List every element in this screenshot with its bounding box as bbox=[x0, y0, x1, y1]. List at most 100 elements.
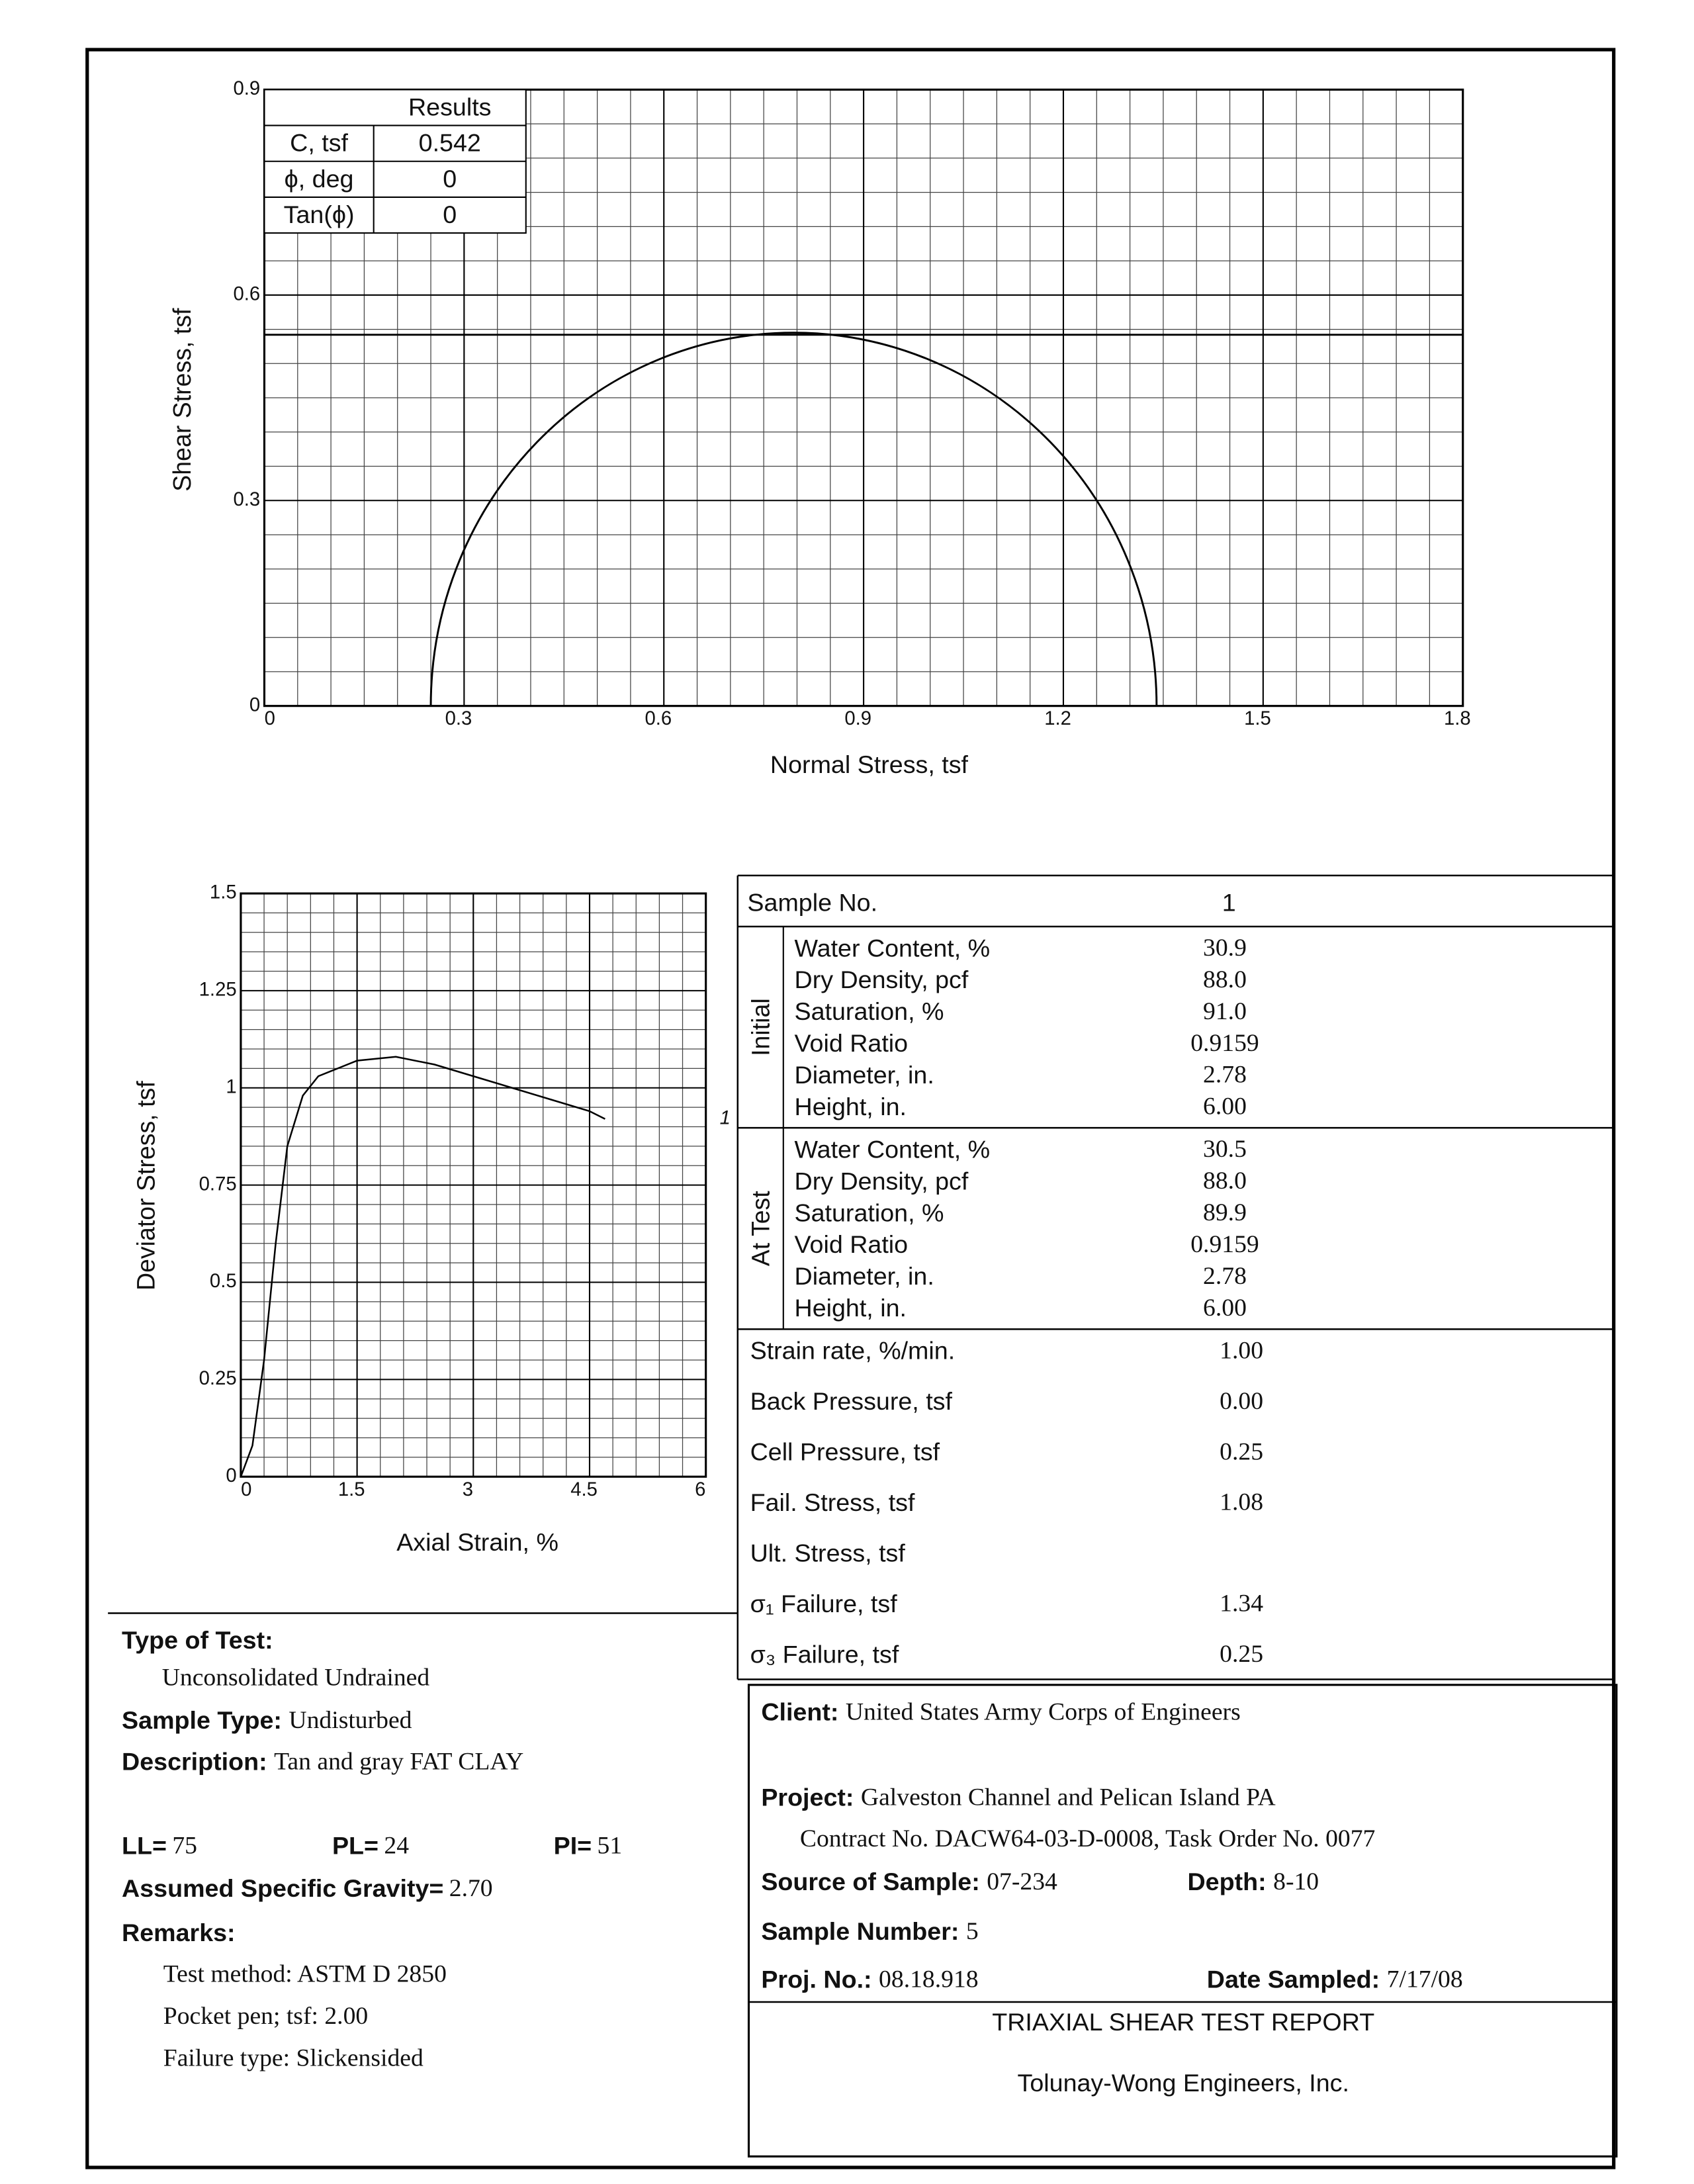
text-part: Client: bbox=[761, 1698, 838, 1726]
x-tick-label: 0 bbox=[241, 1479, 251, 1500]
text-part: Description: bbox=[122, 1748, 267, 1776]
row-value: 0.25 bbox=[1220, 1641, 1263, 1668]
test-type-label: Type of Test: bbox=[122, 1626, 273, 1654]
result-label: C, tsf bbox=[290, 129, 348, 157]
liquid-limit: LL= 75 bbox=[122, 1832, 197, 1860]
row-label: Fail. Stress, tsf bbox=[750, 1488, 915, 1516]
text-part: LL= bbox=[122, 1832, 167, 1860]
plot-frame bbox=[240, 892, 707, 1478]
x-tick-label: 6 bbox=[695, 1479, 705, 1500]
row-label: Strain rate, %/min. bbox=[750, 1337, 956, 1365]
company-name: Tolunay-Wong Engineers, Inc. bbox=[1018, 2069, 1349, 2097]
result-value: 0 bbox=[443, 201, 457, 228]
group-label: At Test bbox=[746, 1191, 774, 1266]
text-part: Type of Test: bbox=[122, 1626, 273, 1654]
row-label: Cell Pressure, tsf bbox=[750, 1438, 940, 1466]
contract: Contract No. DACW64-03-D-0008, Task Orde… bbox=[800, 1825, 1375, 1852]
remark: Failure type: Slickensided bbox=[163, 2044, 424, 2071]
row-value: 88.0 bbox=[1203, 1167, 1247, 1195]
sample-no-label: Sample No. bbox=[747, 889, 877, 917]
text-part: Pocket pen; tsf: 2.00 bbox=[163, 2003, 368, 2030]
text-part: Remarks: bbox=[122, 1919, 236, 1946]
row-label: Water Content, % bbox=[795, 1136, 991, 1163]
test-type-value: Unconsolidated Undrained bbox=[162, 1664, 430, 1691]
text-part: 2.70 bbox=[449, 1875, 493, 1902]
y-axis-label: Shear Stress, tsf bbox=[168, 308, 196, 492]
outer-frame bbox=[85, 48, 1616, 2169]
row-label: σ₁ Failure, tsf bbox=[750, 1590, 898, 1617]
x-tick-label: 3 bbox=[463, 1479, 473, 1500]
row-label: Back Pressure, tsf bbox=[750, 1387, 953, 1415]
text-part: Sample Type: bbox=[122, 1706, 282, 1734]
y-tick-label: 0.3 bbox=[233, 489, 260, 510]
row-label: Void Ratio bbox=[795, 1230, 909, 1258]
x-tick-label: 1.8 bbox=[1444, 708, 1471, 729]
row-value: 89.9 bbox=[1203, 1199, 1247, 1226]
result-value: 0 bbox=[443, 165, 457, 193]
text-part: Undisturbed bbox=[289, 1707, 412, 1734]
x-tick-label: 1.2 bbox=[1044, 708, 1071, 729]
row-label: Height, in. bbox=[795, 1093, 907, 1120]
description: Description: Tan and gray FAT CLAY bbox=[122, 1748, 523, 1776]
row-value: 1.00 bbox=[1220, 1337, 1263, 1364]
plot-frame bbox=[263, 88, 1464, 707]
text-part: United States Army Corps of Engineers bbox=[846, 1698, 1241, 1725]
row-label: σ₃ Failure, tsf bbox=[750, 1640, 899, 1668]
project-number: Proj. No.: 08.18.918 bbox=[761, 1966, 978, 1993]
text-part: Source of Sample: bbox=[761, 1868, 979, 1895]
sample-type: Sample Type: Undisturbed bbox=[122, 1706, 412, 1734]
row-value: 0.25 bbox=[1220, 1438, 1263, 1465]
text-part: 08.18.918 bbox=[879, 1966, 979, 1993]
group-label: Initial bbox=[746, 998, 774, 1056]
text-part: PI= bbox=[554, 1832, 592, 1860]
depth: Depth: 8-10 bbox=[1188, 1868, 1319, 1895]
y-tick-label: 1 bbox=[226, 1077, 236, 1098]
x-tick-label: 0 bbox=[265, 708, 275, 729]
x-axis-label: Axial Strain, % bbox=[396, 1528, 558, 1556]
row-label: Saturation, % bbox=[795, 1199, 944, 1226]
text-part: Test method: ASTM D 2850 bbox=[163, 1960, 447, 1987]
row-value: 30.5 bbox=[1203, 1136, 1247, 1163]
result-label: Tan(ϕ) bbox=[284, 201, 355, 228]
text-part: Date Sampled: bbox=[1207, 1966, 1380, 1993]
row-value: 0.00 bbox=[1220, 1388, 1263, 1415]
text-part: Galveston Channel and Pelican Island PA bbox=[861, 1784, 1276, 1811]
row-value: 91.0 bbox=[1203, 998, 1247, 1025]
text-part: 51 bbox=[598, 1832, 623, 1859]
text-part: 5 bbox=[966, 1918, 979, 1945]
row-label: Diameter, in. bbox=[795, 1262, 934, 1290]
row-value: 2.78 bbox=[1203, 1062, 1247, 1089]
row-label: Dry Density, pcf bbox=[795, 1167, 969, 1195]
row-value: 6.00 bbox=[1203, 1093, 1247, 1120]
x-tick-label: 1.5 bbox=[338, 1479, 365, 1500]
y-tick-label: 1.5 bbox=[210, 882, 237, 903]
row-label: Void Ratio bbox=[795, 1029, 909, 1057]
row-label: Dry Density, pcf bbox=[795, 966, 969, 993]
y-tick-label: 0.5 bbox=[210, 1271, 237, 1292]
sample-no-value: 1 bbox=[1222, 889, 1236, 917]
row-value: 1.34 bbox=[1220, 1590, 1263, 1617]
row-label: Water Content, % bbox=[795, 934, 991, 962]
date-sampled: Date Sampled: 7/17/08 bbox=[1207, 1966, 1463, 1993]
result-value: 0.542 bbox=[419, 129, 481, 157]
project-box bbox=[747, 1684, 1618, 2158]
remarks-label: Remarks: bbox=[122, 1919, 236, 1946]
row-label: Ult. Stress, tsf bbox=[750, 1539, 906, 1567]
text-part: 7/17/08 bbox=[1387, 1966, 1463, 1993]
text-part: Sample Number: bbox=[761, 1917, 959, 1945]
row-value: 30.9 bbox=[1203, 934, 1247, 962]
y-tick-label: 0.25 bbox=[199, 1368, 237, 1389]
text-part: Tan and gray FAT CLAY bbox=[274, 1748, 523, 1775]
text-part: Depth: bbox=[1188, 1868, 1267, 1895]
y-tick-label: 0.6 bbox=[233, 284, 260, 305]
results-title: Results bbox=[408, 93, 492, 121]
result-label: ϕ, deg bbox=[285, 165, 354, 193]
y-tick-label: 0 bbox=[226, 1465, 236, 1486]
project: Project: Galveston Channel and Pelican Is… bbox=[761, 1784, 1275, 1811]
text-part: Unconsolidated Undrained bbox=[162, 1664, 430, 1691]
row-value: 1.08 bbox=[1220, 1489, 1263, 1516]
text-part: Project: bbox=[761, 1784, 854, 1811]
remark: Test method: ASTM D 2850 bbox=[163, 1960, 447, 1987]
